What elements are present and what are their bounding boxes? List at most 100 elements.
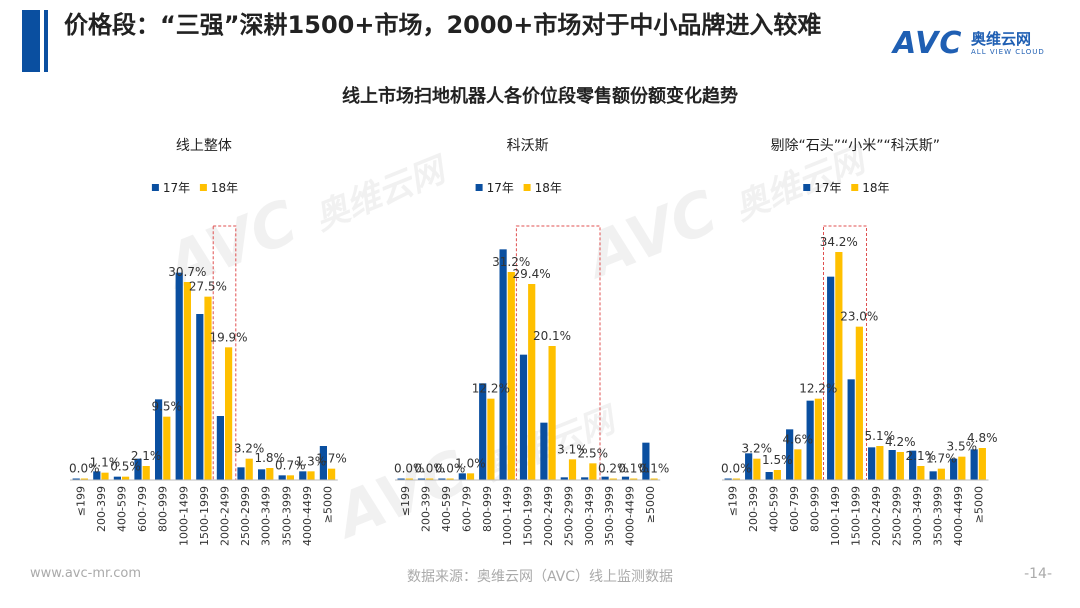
x-tick-label: 1000-1499 <box>177 486 190 546</box>
data-label: 3.1% <box>557 442 588 456</box>
data-label: 1.7% <box>316 452 347 466</box>
bar-17 <box>868 447 876 480</box>
x-tick-label: 3000-3499 <box>911 486 924 546</box>
x-tick-label: 4000-4499 <box>952 486 965 546</box>
x-tick-label: 1500-1999 <box>849 486 862 546</box>
bar-17 <box>950 458 958 480</box>
bar-17 <box>970 449 978 480</box>
bar-18 <box>266 468 274 480</box>
data-label: 0.0% <box>435 462 466 476</box>
bar-17 <box>196 314 204 480</box>
bar-17 <box>786 429 794 480</box>
bar-17 <box>642 442 650 480</box>
bar-18 <box>80 478 88 480</box>
bar-17 <box>258 469 266 480</box>
data-label: 34.2% <box>820 235 858 249</box>
bar-18 <box>568 459 577 480</box>
data-label: 0.0% <box>721 462 752 476</box>
bar-18 <box>958 456 966 480</box>
bar-17 <box>134 458 142 480</box>
bar-18 <box>487 398 495 480</box>
bar-17 <box>560 477 568 480</box>
bar-17 <box>278 475 286 480</box>
bar-17 <box>155 399 163 480</box>
bar-18 <box>937 468 945 480</box>
data-label: 23.0% <box>840 310 878 324</box>
legend-swatch <box>523 184 531 191</box>
x-tick-label: 400-599 <box>116 486 129 532</box>
x-tick-label: ≤199 <box>726 486 739 516</box>
bar-18 <box>917 466 925 480</box>
bar-18 <box>507 272 515 480</box>
bar-17 <box>216 416 224 480</box>
bar-17 <box>72 478 80 480</box>
bar-18 <box>286 475 294 480</box>
data-label: 27.5% <box>189 280 227 294</box>
data-label: 0.0% <box>394 462 425 476</box>
bar-18 <box>835 252 843 480</box>
bar-18 <box>183 282 191 480</box>
x-tick-label: 200-399 <box>747 486 760 532</box>
x-tick-label: 200-399 <box>420 486 433 532</box>
x-tick-label: 400-599 <box>440 486 453 532</box>
bar-18 <box>773 470 781 480</box>
x-tick-label: 800-999 <box>481 486 494 532</box>
panel-title: 科沃斯 <box>507 138 549 154</box>
data-label: 3.2% <box>742 442 773 456</box>
bar-18 <box>732 478 740 480</box>
main-chart-title: 线上市场扫地机器人各价位段零售额份额变化趋势 <box>342 86 738 107</box>
highlight-box <box>212 225 237 481</box>
footer-source: 数据来源：奥维云网（AVC）线上监测数据 <box>406 569 674 585</box>
bar-17 <box>93 471 101 480</box>
bar-18 <box>405 478 413 480</box>
page-title: 价格段：“三强”深耕1500+市场，2000+市场对于中小品牌进入较难 <box>64 11 822 39</box>
bar-17 <box>417 478 426 480</box>
logo-name-cn: 奥维云网 <box>971 30 1032 48</box>
bar-18 <box>163 416 171 480</box>
data-label: 3.2% <box>234 442 265 456</box>
data-label: 1.5% <box>762 453 793 467</box>
x-tick-label: 2000-2499 <box>870 486 883 546</box>
bar-18 <box>609 478 617 480</box>
footer-page-number: -14- <box>1024 566 1052 582</box>
data-label: 0.1% <box>618 462 649 476</box>
bar-18 <box>204 296 212 480</box>
logo-name-en: ALL VIEW CLOUD <box>971 48 1045 56</box>
data-label: 0.5% <box>110 460 141 474</box>
logo-mark: AVC <box>893 26 963 61</box>
data-label: 1.0% <box>455 456 486 470</box>
x-tick-label: 600-799 <box>788 486 801 532</box>
legend-label: 17年 <box>163 181 190 195</box>
x-tick-label: ≥5000 <box>322 486 335 523</box>
data-label: 12.2% <box>472 382 510 396</box>
x-tick-label: 1500-1999 <box>198 486 211 546</box>
data-label: 1.1% <box>90 456 121 470</box>
x-tick-label: 200-399 <box>95 486 108 532</box>
legend-swatch <box>199 184 207 191</box>
x-tick-label: 600-799 <box>460 486 473 532</box>
bar-18 <box>328 468 336 480</box>
bar-18 <box>814 398 822 480</box>
data-label: 12.2% <box>799 382 837 396</box>
panel-title: 线上整体 <box>176 138 232 154</box>
x-tick-label: 2000-2499 <box>542 486 555 546</box>
x-tick-label: ≥5000 <box>644 486 657 523</box>
x-tick-label: ≤199 <box>399 486 412 516</box>
bar-18 <box>245 458 253 480</box>
bar-18 <box>876 446 884 480</box>
x-tick-label: 3000-3499 <box>260 486 273 546</box>
data-label: 2.5% <box>578 446 609 460</box>
footer-website[interactable]: www.avc-mr.com <box>30 566 142 581</box>
bar-17 <box>724 478 732 480</box>
bar-18 <box>753 458 761 480</box>
x-tick-label: 800-999 <box>157 486 170 532</box>
panel-title: 剔除“石头”“小米”“科沃斯” <box>770 138 940 154</box>
bar-18 <box>307 471 315 480</box>
bar-17 <box>113 476 121 480</box>
x-tick-label: 4000-4499 <box>301 486 314 546</box>
bar-18 <box>466 473 475 480</box>
bar-17 <box>581 477 589 480</box>
highlight-box <box>515 225 601 481</box>
x-tick-label: 2500-2999 <box>239 486 252 546</box>
